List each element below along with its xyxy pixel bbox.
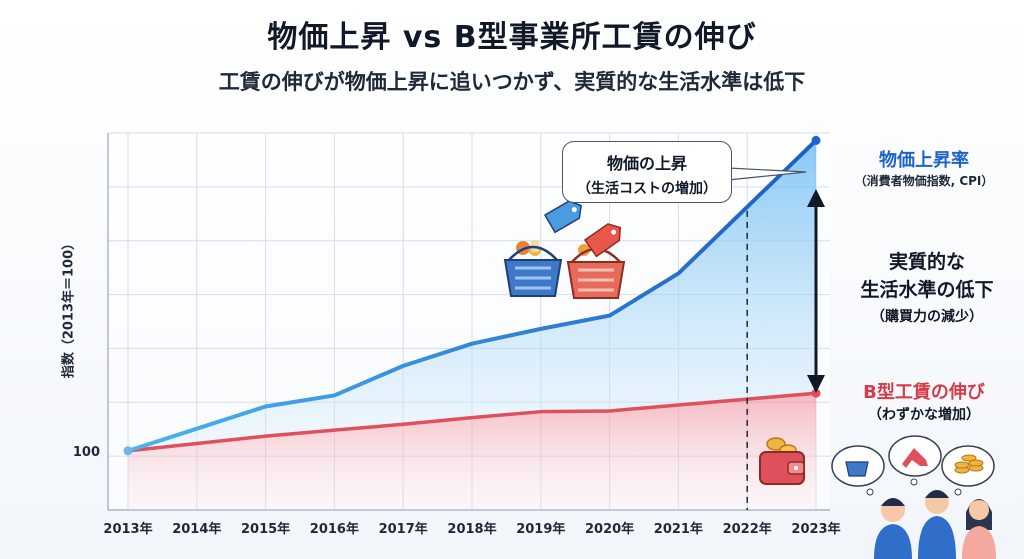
callout-pointer bbox=[727, 167, 807, 181]
people-thinking-icon bbox=[831, 435, 996, 559]
gap-label-line2: 生活水準の低下 bbox=[860, 279, 994, 301]
x-tick-label: 2015年 bbox=[241, 521, 290, 537]
price-area bbox=[128, 140, 816, 451]
price-start-point bbox=[123, 446, 133, 456]
x-tick-label: 2017年 bbox=[379, 521, 428, 537]
coin-stack-icon bbox=[954, 454, 984, 474]
annotations bbox=[727, 167, 825, 510]
price-end-point bbox=[811, 135, 821, 145]
shopping-basket-icon bbox=[503, 240, 563, 297]
gap-label-line1: 実質的な bbox=[888, 251, 965, 273]
price-tag-icon bbox=[543, 200, 583, 234]
x-tick-label: 2023年 bbox=[791, 521, 840, 537]
shopping-basket-icon bbox=[845, 461, 869, 477]
gap-sublabel: （購買力の減少） bbox=[871, 309, 983, 325]
gap-label: 実質的な 生活水準の低下 bbox=[832, 248, 1022, 304]
x-tick-label: 2016年 bbox=[310, 521, 359, 537]
price-callout: 物価の上昇 （生活コストの増加） bbox=[562, 141, 732, 203]
wage-series-sublabel: （わずかな増加） bbox=[868, 407, 980, 423]
wage-series-label: B型工賃の伸び bbox=[863, 382, 985, 403]
x-tick-label: 2014年 bbox=[172, 521, 221, 537]
series-areas bbox=[128, 140, 816, 510]
high-heel-icon bbox=[902, 448, 928, 468]
x-tick-label: 2022年 bbox=[723, 521, 772, 537]
x-tick-label: 2018年 bbox=[447, 521, 496, 537]
chart-title: 物価上昇 vs B型事業所工賃の伸び bbox=[267, 20, 757, 55]
wallet-icon bbox=[759, 437, 805, 485]
x-tick-label: 2020年 bbox=[585, 521, 634, 537]
wage-area bbox=[128, 393, 816, 510]
callout-line2: （生活コストの増加） bbox=[577, 181, 717, 197]
x-tick-label: 2021年 bbox=[654, 521, 703, 537]
series-lines bbox=[123, 135, 821, 456]
price-series-sublabel: （消費者物価指数, CPI） bbox=[854, 174, 994, 188]
wage-line bbox=[127, 391, 817, 453]
y-tick-label: 100 bbox=[73, 445, 100, 460]
chart-subtitle: 工賃の伸びが物価上昇に追いつかず、実質的な生活水準は低下 bbox=[218, 70, 806, 94]
y-axis-label: 指数（2013年＝100） bbox=[61, 236, 77, 379]
x-tick-label: 2019年 bbox=[516, 521, 565, 537]
wage-end-point bbox=[811, 388, 821, 398]
callout-line1: 物価の上昇 bbox=[606, 154, 687, 173]
price-tag-icon bbox=[583, 223, 622, 258]
axis-ticks: 2013年 2014年 2015年 2016年 2017年 2018年 2019年 2020年… bbox=[73, 445, 841, 537]
price-series-label: 物価上昇率 bbox=[879, 150, 969, 171]
price-line bbox=[127, 138, 818, 453]
x-tick-label: 2013年 bbox=[103, 521, 152, 537]
